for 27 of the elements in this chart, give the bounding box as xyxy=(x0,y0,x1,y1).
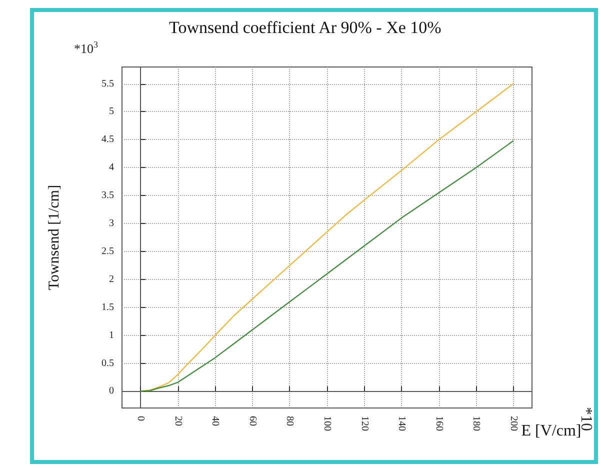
line-series xyxy=(140,140,514,392)
y-tick-label: 3 xyxy=(109,218,114,230)
y-tick-label: 5 xyxy=(109,106,114,118)
x-tick-label: 40 xyxy=(210,416,221,426)
y-tick-label: 4 xyxy=(109,162,114,174)
x-tick-label: 200 xyxy=(508,416,519,431)
y-tick-label: 0.5 xyxy=(102,358,114,369)
x-tick-label: 160 xyxy=(433,416,444,431)
x-tick-label: 0 xyxy=(135,416,146,421)
y-tick-label: 2.5 xyxy=(102,246,114,257)
chart-title: Townsend coefficient Ar 90% - Xe 10% xyxy=(169,18,442,37)
x-tick-label: 140 xyxy=(396,416,408,431)
x-tick-label: 80 xyxy=(284,416,296,426)
x-axis-title: E [V/cm] xyxy=(521,422,582,440)
y-tick-label: 4.5 xyxy=(102,134,114,146)
y-tick-label: 1.5 xyxy=(102,302,114,313)
x-tick-label: 20 xyxy=(172,416,184,426)
y-tick-label: 3.5 xyxy=(102,190,114,202)
x-tick-label: 100 xyxy=(322,416,332,431)
x-tick-label: 60 xyxy=(246,416,258,426)
x-tick-label: 120 xyxy=(358,416,370,431)
y-tick-label: 0 xyxy=(109,386,114,397)
x-tick-label: 180 xyxy=(470,416,482,431)
y-tick-label: 5.5 xyxy=(102,78,114,90)
y-tick-label: 2 xyxy=(109,274,114,285)
y-axis-title: Townsend [1/cm] xyxy=(46,184,62,290)
y-tick-label: 1 xyxy=(109,330,114,341)
